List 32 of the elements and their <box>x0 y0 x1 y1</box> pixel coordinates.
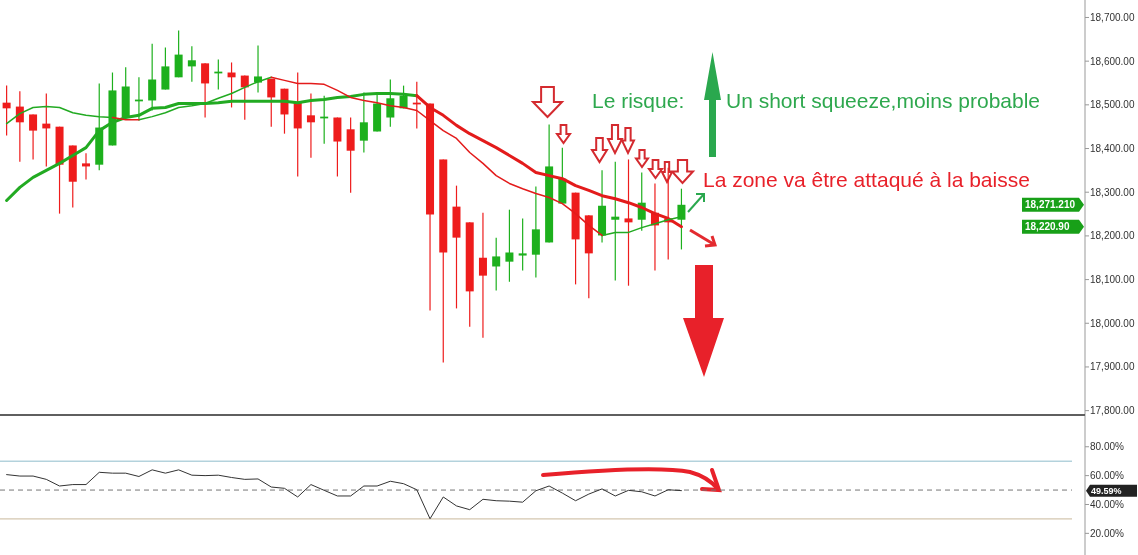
candlestick <box>201 62 210 119</box>
candlestick <box>505 209 514 283</box>
y-tick-label: 80.00% <box>1090 441 1125 453</box>
y-tick-label: 18,500.00 <box>1090 99 1135 111</box>
y-tick-label: 20.00% <box>1090 527 1125 539</box>
y-tick-label: 18,600.00 <box>1090 55 1135 67</box>
candlestick <box>187 45 196 83</box>
text: 49.59% <box>1091 485 1122 496</box>
line-series <box>6 469 682 520</box>
y-tick-label: 17,800.00 <box>1090 405 1135 417</box>
candlestick <box>82 152 91 181</box>
y-tick-label: 18,200.00 <box>1090 230 1135 242</box>
annotation: 18,220.90 <box>1025 221 1070 233</box>
y-tick-label: 18,700.00 <box>1090 11 1135 23</box>
text: Le risque: Un short squeeze,moins probable <box>592 89 1041 112</box>
y-tick-label: 60.00% <box>1090 470 1125 482</box>
y-tick-label: 17,900.00 <box>1090 361 1135 373</box>
candlestick <box>29 113 38 161</box>
y-tick-label: 18,400.00 <box>1090 143 1135 155</box>
candlestick <box>306 92 315 159</box>
y-tick-label: 18,300.00 <box>1090 186 1135 198</box>
annotation: 18,271.210 <box>1025 199 1076 211</box>
candlestick <box>492 237 501 292</box>
candlestick <box>174 29 183 78</box>
candlestick <box>346 116 355 194</box>
candlestick <box>478 212 487 339</box>
y-tick-label: 18,000.00 <box>1090 317 1135 329</box>
annotation: La zone va être attaqué à la baisse <box>703 168 1030 191</box>
candlestick <box>518 217 527 272</box>
candlestick <box>161 47 170 91</box>
y-tick-label: 18,100.00 <box>1090 274 1135 286</box>
y-tick-label: 40.00% <box>1090 498 1125 510</box>
